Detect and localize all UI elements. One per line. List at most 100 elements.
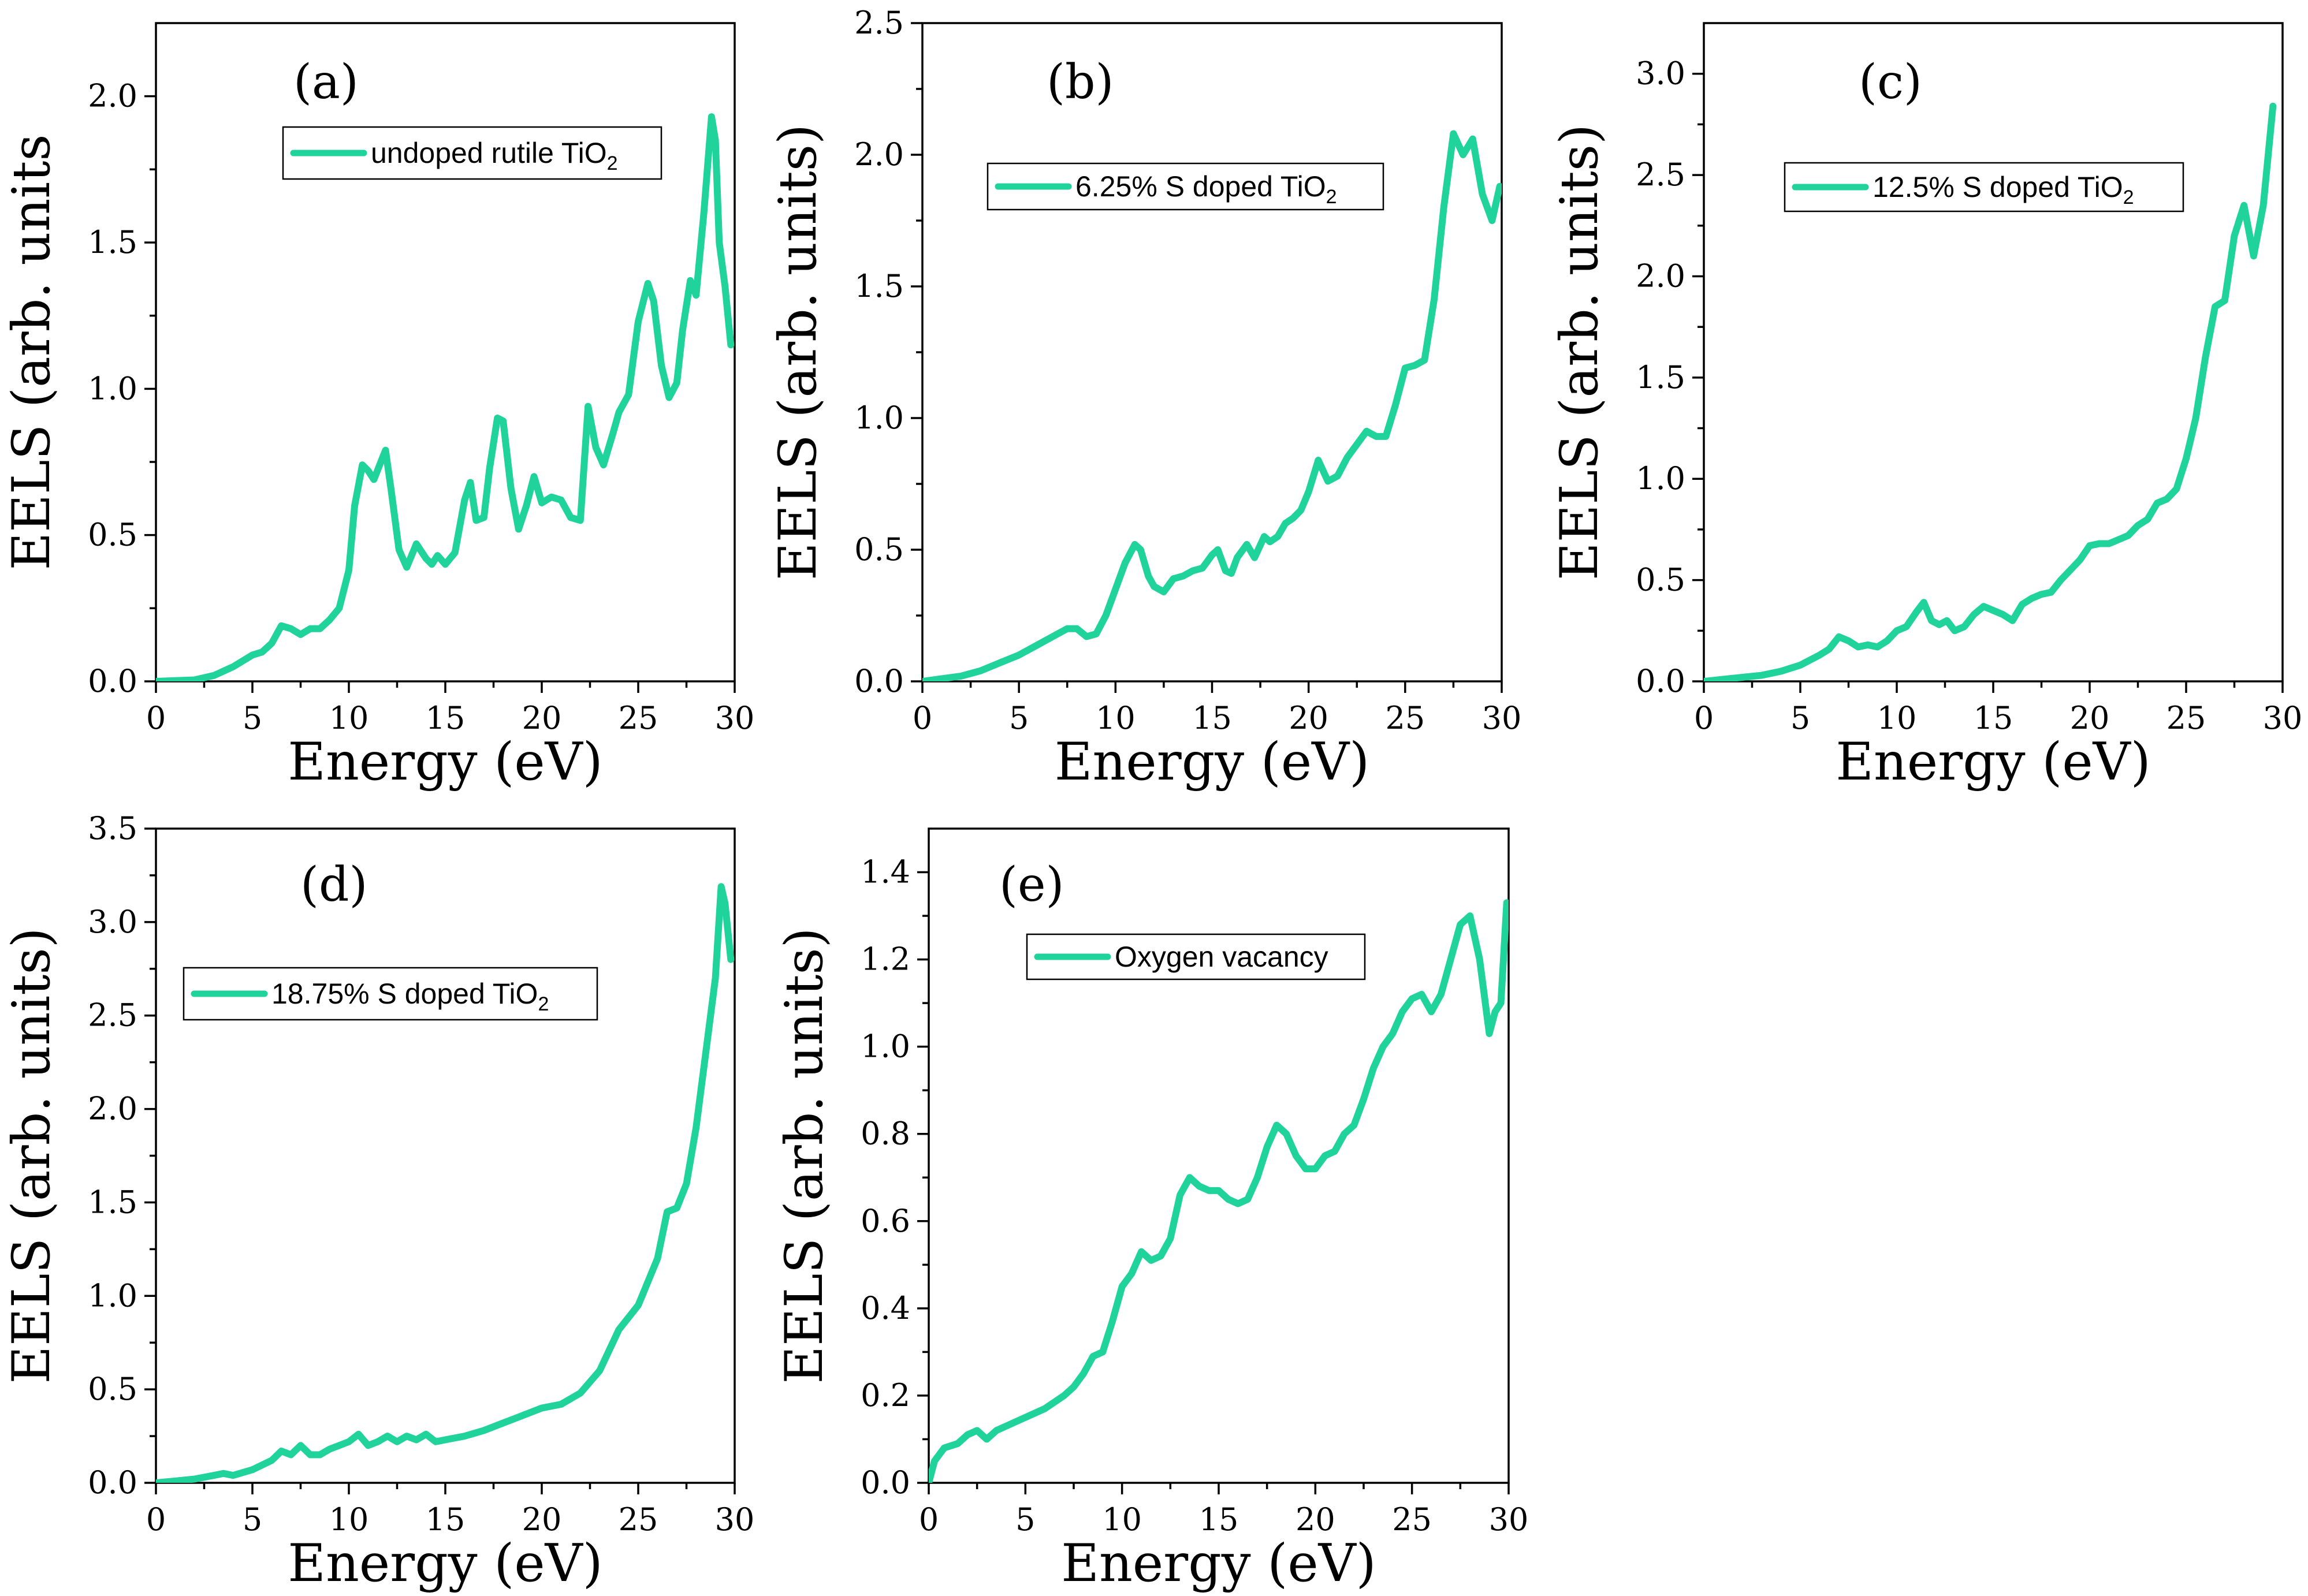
legend: 12.5% S doped TiO2 [1784, 162, 2184, 212]
y-tick-label: 2.5 [88, 997, 137, 1034]
y-axis-title: EELS (arb. units) [774, 927, 835, 1384]
x-axis-title: Energy (eV) [1061, 1533, 1376, 1594]
panel-b: 0 5 10 15 20 25 30 0.0 0.5 1.0 1.5 2.0 2.5 Energy (eV… [768, 5, 1521, 792]
x-tick-label: 25 [619, 1501, 658, 1538]
x-tick-label: 25 [2166, 700, 2206, 736]
y-axis-title: EELS (arb. units [1, 134, 62, 570]
panel-d: 0 5 10 15 20 25 30 0.0 0.5 1.0 1.5 2.0 2.5 3.0 3.5 Ener… [1, 810, 754, 1594]
x-axis-title: Energy (eV) [1836, 732, 2151, 792]
x-tick-label: 5 [1009, 700, 1029, 736]
panel-a: 0 5 10 15 20 25 30 0.0 0.5 1.0 1.5 2.0 Energy (eV) EE… [1, 22, 755, 792]
x-tick-label: 15 [1974, 700, 2013, 736]
x-tick-label: 15 [1192, 700, 1232, 736]
x-tick-label: 0 [146, 1501, 166, 1538]
plot-frame [1703, 22, 2284, 683]
x-tick-label: 10 [1102, 1501, 1142, 1538]
series-line [1704, 102, 2277, 681]
y-tick-label: 2.0 [1636, 258, 1685, 294]
legend: undoped rutile TiO2 [282, 126, 662, 180]
y-tick-label: 1.5 [854, 268, 904, 304]
panel-e: 0 5 10 15 20 25 30 0.0 0.2 0.4 0.6 0.8 1.0 1.2 1.4 Ener… [774, 827, 1528, 1594]
x-tick-label: 25 [1392, 1501, 1432, 1538]
y-axis-title: EELS (arb. units) [1, 927, 62, 1384]
y-tick-label: 0.0 [861, 1464, 910, 1501]
x-tick-label: 25 [1385, 700, 1425, 736]
x-tick-label: 25 [619, 700, 658, 736]
x-tick-label: 20 [2070, 700, 2110, 736]
x-axis-title: Energy (eV) [288, 1533, 603, 1594]
x-axis-title: Energy (eV) [288, 732, 603, 792]
x-tick-label: 10 [1877, 700, 1917, 736]
panel-c: 0 5 10 15 20 25 30 0.0 0.5 1.0 1.5 2.0 2.5 3.0 Energy … [1549, 22, 2302, 792]
y-tick-label: 1.5 [1636, 359, 1685, 396]
panel-label: (d) [300, 857, 367, 912]
x-tick-label: 15 [426, 700, 466, 736]
y-tick-label: 1.0 [854, 400, 904, 436]
x-tick-label: 20 [1289, 700, 1328, 736]
panel-label: (b) [1047, 55, 1114, 110]
y-tick-label: 0.0 [88, 663, 137, 699]
y-tick-label: 0.0 [88, 1464, 137, 1501]
x-tick-label: 15 [1199, 1501, 1239, 1538]
legend-label: undoped rutile TiO2 [371, 137, 618, 174]
x-tick-label: 20 [1296, 1501, 1335, 1538]
y-tick-label: 1.5 [88, 224, 137, 260]
y-tick-label: 0.0 [1636, 663, 1685, 699]
plot-frame [921, 22, 1503, 683]
legend-subscript: 2 [1326, 186, 1337, 208]
y-axis-title: EELS (arb. units) [1549, 124, 1610, 580]
series-line [922, 130, 1502, 681]
x-tick-label: 5 [1790, 700, 1810, 736]
y-tick-label: 1.0 [88, 370, 137, 407]
x-tick-label: 30 [1482, 700, 1522, 736]
y-tick-label: 2.0 [88, 1091, 137, 1127]
legend-label: 18.75% S doped TiO2 [271, 978, 549, 1015]
legend-label: 6.25% S doped TiO2 [1075, 170, 1337, 208]
x-tick-label: 5 [243, 700, 262, 736]
series-line [156, 113, 735, 681]
y-tick-label: 3.5 [88, 810, 137, 847]
plot-frame [928, 827, 1510, 1484]
y-tick-label: 3.0 [88, 904, 137, 940]
y-tick-label: 0.4 [861, 1290, 910, 1326]
y-tick-label: 0.0 [854, 663, 904, 699]
y-tick-label: 1.0 [861, 1028, 910, 1065]
series-line [156, 883, 735, 1483]
y-tick-label: 1.2 [861, 941, 910, 978]
x-tick-label: 10 [329, 1501, 369, 1538]
y-tick-label: 2.5 [854, 5, 904, 41]
y-tick-label: 0.2 [861, 1377, 910, 1414]
legend-subscript: 2 [2123, 187, 2134, 208]
x-tick-label: 10 [1096, 700, 1136, 736]
y-tick-label: 1.0 [88, 1277, 137, 1314]
x-tick-label: 5 [243, 1501, 262, 1538]
x-tick-label: 0 [146, 700, 166, 736]
y-tick-label: 2.5 [1636, 156, 1685, 193]
x-tick-label: 20 [522, 700, 562, 736]
x-tick-label: 20 [522, 1501, 562, 1538]
x-tick-label: 15 [426, 1501, 466, 1538]
series-line [929, 899, 1509, 1483]
legend-label: Oxygen vacancy [1115, 941, 1328, 973]
plot-frame [155, 827, 736, 1484]
x-tick-label: 0 [1694, 700, 1714, 736]
legend-subscript: 2 [607, 152, 618, 174]
legend: Oxygen vacancy [1026, 933, 1366, 980]
y-tick-label: 0.5 [854, 531, 904, 568]
y-tick-label: 1.0 [1636, 460, 1685, 497]
panel-label: (c) [1859, 55, 1922, 110]
plot-frame [155, 22, 736, 683]
x-axis-title: Energy (eV) [1055, 732, 1370, 792]
y-tick-label: 2.0 [88, 78, 137, 114]
x-tick-label: 30 [715, 700, 755, 736]
x-tick-label: 30 [715, 1501, 755, 1538]
y-tick-label: 2.0 [854, 136, 904, 173]
panel-label: (a) [293, 55, 359, 110]
legend: 6.25% S doped TiO2 [987, 162, 1384, 211]
y-tick-label: 0.5 [88, 1371, 137, 1407]
legend: 18.75% S doped TiO2 [183, 967, 598, 1021]
x-tick-label: 0 [919, 1501, 939, 1538]
y-tick-label: 1.4 [861, 854, 910, 890]
y-tick-label: 0.6 [861, 1203, 910, 1239]
